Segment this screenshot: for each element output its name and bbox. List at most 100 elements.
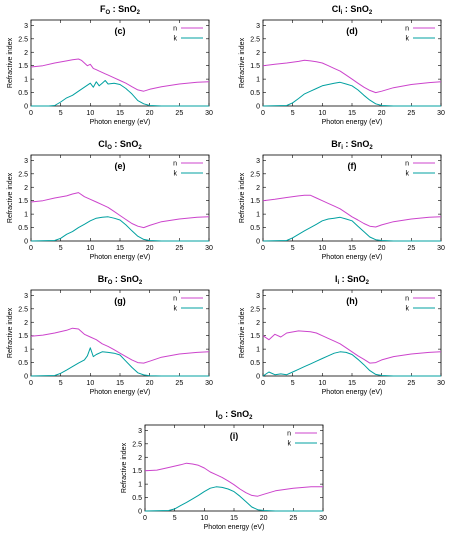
chart-panel-e: ClO : SnO2 (e) 0 5 10 15 20 25 30 0 0.5 1 1.5 2 2.5 3 Ph… xyxy=(7,139,213,261)
series-line-k xyxy=(262,216,441,242)
y-tick-label: 1.5 xyxy=(18,333,28,340)
chart-title: IO : SnO2 xyxy=(215,409,253,421)
series-line-n xyxy=(30,327,210,364)
x-tick-label: 0 xyxy=(261,245,265,252)
y-tick-label: 0.5 xyxy=(250,360,260,367)
legend-label-k: k xyxy=(406,36,410,43)
x-tick-label: 10 xyxy=(318,110,326,117)
y-tick-label: 0 xyxy=(24,374,28,381)
x-tick-label: 30 xyxy=(437,380,445,387)
series-line-k xyxy=(30,216,209,242)
x-tick-label: 10 xyxy=(86,110,94,117)
y-axis-label: Refractive index xyxy=(7,37,14,88)
x-tick-label: 0 xyxy=(29,380,33,387)
x-tick-label: 20 xyxy=(260,515,268,522)
x-tick-label: 25 xyxy=(175,110,183,117)
x-tick-label: 30 xyxy=(205,110,213,117)
x-tick-label: 20 xyxy=(146,380,154,387)
legend-label-n: n xyxy=(287,431,291,438)
legend-label-n: n xyxy=(173,26,177,33)
y-tick-label: 1 xyxy=(256,212,260,219)
legend-label-n: n xyxy=(405,296,409,303)
x-tick-label: 20 xyxy=(146,245,154,252)
x-tick-label: 5 xyxy=(291,245,295,252)
y-tick-label: 3 xyxy=(24,23,28,30)
y-tick-label: 2 xyxy=(256,50,260,57)
y-tick-label: 1 xyxy=(24,212,28,219)
legend-label-k: k xyxy=(174,36,178,43)
x-tick-label: 20 xyxy=(378,245,386,252)
y-tick-label: 1 xyxy=(256,347,260,354)
x-tick-label: 15 xyxy=(116,110,124,117)
y-tick-label: 1.5 xyxy=(18,198,28,205)
y-tick-label: 0 xyxy=(24,239,28,246)
y-tick-label: 0 xyxy=(24,104,28,111)
y-axis-label: Refractive index xyxy=(121,442,128,493)
y-tick-label: 0.5 xyxy=(250,90,260,97)
x-tick-label: 0 xyxy=(261,380,265,387)
y-tick-label: 0 xyxy=(256,104,260,111)
panel-label: (h) xyxy=(346,296,358,306)
y-axis-label: Refractive index xyxy=(7,172,14,223)
y-tick-label: 2 xyxy=(24,320,28,327)
series-line-n xyxy=(144,462,323,497)
x-tick-label: 0 xyxy=(29,245,33,252)
y-tick-label: 1.5 xyxy=(250,333,260,340)
legend-label-n: n xyxy=(405,161,409,168)
x-tick-label: 30 xyxy=(205,380,213,387)
legend-label-k: k xyxy=(288,441,292,448)
x-tick-label: 15 xyxy=(116,245,124,252)
y-tick-label: 0 xyxy=(256,239,260,246)
x-axis-label: Photon energy (eV) xyxy=(322,389,383,396)
legend-label-n: n xyxy=(173,161,177,168)
y-tick-label: 2 xyxy=(24,50,28,57)
x-tick-label: 10 xyxy=(318,245,326,252)
x-tick-label: 15 xyxy=(348,380,356,387)
x-axis-label: Photon energy (eV) xyxy=(204,524,265,531)
series-line-n xyxy=(262,59,442,94)
y-tick-label: 3 xyxy=(256,23,260,30)
chart-title: Ii : SnO2 xyxy=(335,274,370,286)
chart-title: FO : SnO2 xyxy=(100,4,141,16)
chart-panel-h: Ii : SnO2 (h) 0 5 10 15 20 25 30 0 0.5 1 1.5 2 2.5 3 Pho… xyxy=(239,274,445,396)
x-tick-label: 5 xyxy=(173,515,177,522)
y-tick-label: 1.5 xyxy=(132,468,142,475)
x-axis-label: Photon energy (eV) xyxy=(90,119,151,126)
x-tick-label: 25 xyxy=(407,110,415,117)
x-tick-label: 30 xyxy=(437,245,445,252)
panel-label: (d) xyxy=(346,26,358,36)
series-line-k xyxy=(262,81,441,107)
chart-panel-d: Cli : SnO2 (d) 0 5 10 15 20 25 30 0 0.5 1 1.5 2 2.5 3 Ph… xyxy=(239,4,445,126)
y-tick-label: 3 xyxy=(256,158,260,165)
y-tick-label: 2 xyxy=(256,185,260,192)
legend-label-k: k xyxy=(174,171,178,178)
y-tick-label: 3 xyxy=(256,293,260,300)
y-axis-label: Refractive index xyxy=(239,172,246,223)
legend-label-n: n xyxy=(405,26,409,33)
x-tick-label: 0 xyxy=(29,110,33,117)
x-tick-label: 30 xyxy=(205,245,213,252)
y-tick-label: 2.5 xyxy=(132,441,142,448)
panel-label: (e) xyxy=(115,161,126,171)
y-tick-label: 3 xyxy=(24,293,28,300)
x-axis-label: Photon energy (eV) xyxy=(322,119,383,126)
y-tick-label: 2.5 xyxy=(18,306,28,313)
series-line-k xyxy=(262,351,441,377)
y-axis-label: Refractive index xyxy=(239,307,246,358)
panel-label: (g) xyxy=(114,296,126,306)
y-tick-label: 0.5 xyxy=(18,225,28,232)
x-tick-label: 15 xyxy=(230,515,238,522)
series-line-n xyxy=(262,194,442,228)
x-tick-label: 10 xyxy=(86,245,94,252)
chart-title: ClO : SnO2 xyxy=(98,139,142,151)
y-tick-label: 2 xyxy=(24,185,28,192)
legend-label-k: k xyxy=(174,306,178,313)
chart-panel-i: IO : SnO2 (i) 0 5 10 15 20 25 30 0 0.5 1 1.5 2 2.5 3 Pho… xyxy=(121,409,327,531)
legend-label-k: k xyxy=(406,306,410,313)
x-tick-label: 25 xyxy=(407,245,415,252)
panel-label: (i) xyxy=(230,431,239,441)
series-line-n xyxy=(262,330,442,364)
y-tick-label: 0.5 xyxy=(132,495,142,502)
x-tick-label: 30 xyxy=(437,110,445,117)
